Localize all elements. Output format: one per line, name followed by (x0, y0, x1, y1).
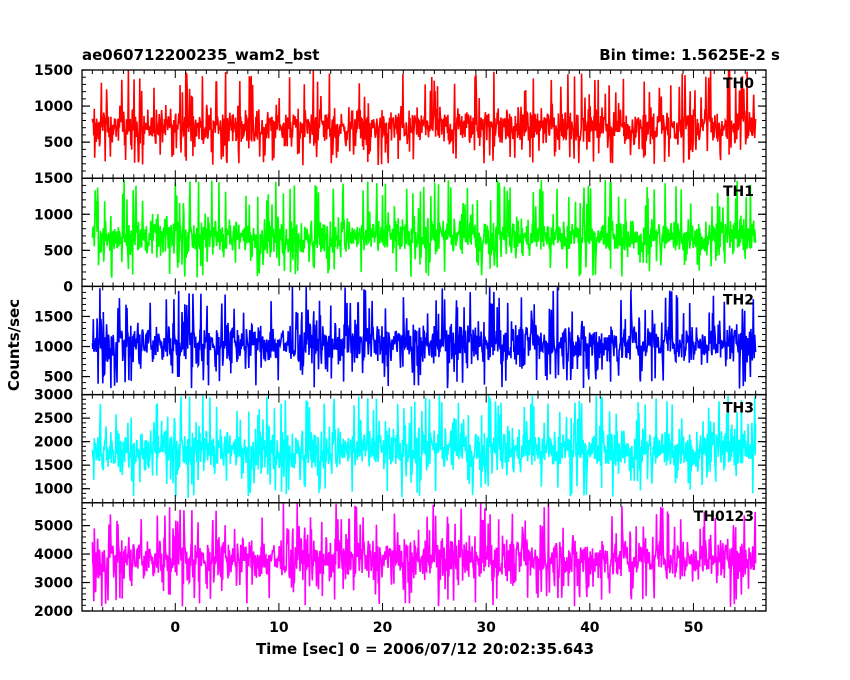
y-tick-label: 3000 (34, 388, 73, 404)
series-line-th2 (91, 286, 757, 389)
y-tick-label: 2000 (34, 435, 73, 451)
y-tick-label: 1000 (34, 99, 73, 115)
series-line-th0123 (91, 503, 757, 607)
x-axis-label: Time [sec] 0 = 2006/07/12 20:02:35.643 (256, 640, 594, 658)
y-tick-label: 3000 (34, 576, 73, 592)
header-bin-time: Bin time: 1.5625E-2 s (599, 46, 780, 64)
x-tick-label: 20 (373, 620, 393, 636)
y-tick-label: 1000 (34, 207, 73, 223)
y-tick-label: 2500 (34, 411, 73, 427)
x-tick-label: 50 (684, 620, 704, 636)
series-line-th0 (91, 70, 757, 166)
y-tick-label: 4000 (34, 547, 73, 563)
series-line-th1 (91, 179, 757, 278)
y-tick-label: 1500 (34, 171, 73, 187)
header-observation-id: ae060712200235_wam2_bst (82, 46, 319, 64)
x-tick-label: 0 (170, 620, 180, 636)
x-tick-label: 10 (269, 620, 289, 636)
y-tick-label: 500 (44, 243, 73, 259)
panel-label-th1: TH1 (723, 184, 754, 200)
panel-label-th0123: TH0123 (694, 509, 754, 525)
panel-stack: 50010001500TH0050010001500TH150010001500… (34, 63, 767, 636)
y-tick-label: 5000 (34, 519, 73, 535)
panel-label-th0: TH0 (723, 76, 754, 92)
y-tick-label: 1500 (34, 458, 73, 474)
y-tick-label: 1500 (34, 309, 73, 325)
x-tick-label: 30 (476, 620, 496, 636)
y-tick-label: 1500 (34, 63, 73, 79)
y-tick-label: 500 (44, 370, 73, 386)
x-tick-label: 40 (580, 620, 600, 636)
panel-label-th2: TH2 (723, 292, 754, 308)
y-tick-label: 0 (63, 279, 73, 295)
series-line-th3 (91, 394, 757, 498)
y-tick-label: 2000 (34, 604, 73, 620)
y-tick-label: 500 (44, 135, 73, 151)
y-tick-label: 1000 (34, 482, 73, 498)
panel-label-th3: TH3 (723, 401, 754, 417)
y-tick-label: 1000 (34, 340, 73, 356)
y-axis-label: Counts/sec (5, 299, 23, 391)
